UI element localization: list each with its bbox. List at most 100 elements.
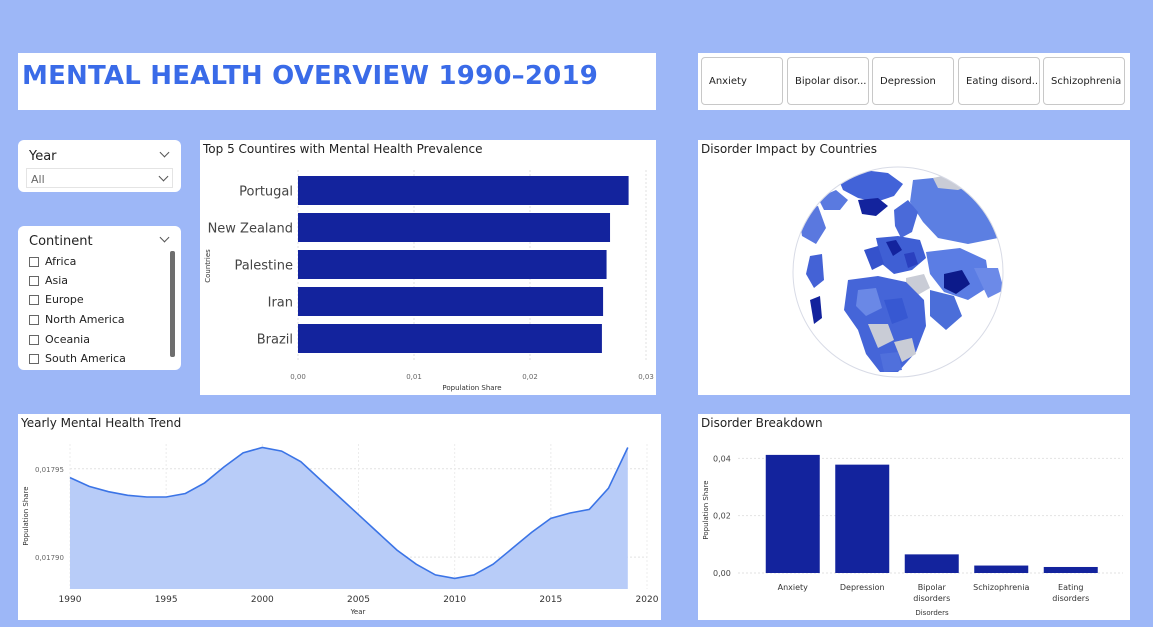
category-label: Palestine <box>234 259 293 274</box>
continent-slicer: Continent Africa Asia Europe North Ameri… <box>18 226 181 370</box>
y-axis-label: Population Share <box>22 486 30 545</box>
map-region[interactable] <box>818 190 848 210</box>
category-label: Schizophrenia <box>973 583 1029 592</box>
breakdown-chart-title: Disorder Breakdown <box>701 416 823 430</box>
bar[interactable] <box>835 464 890 573</box>
continent-option-label: Europe <box>45 293 84 306</box>
x-tick-label: 1995 <box>155 595 178 605</box>
x-tick-label: 1990 <box>59 595 82 605</box>
map-region[interactable] <box>904 252 918 268</box>
category-label: Portugal <box>239 185 293 200</box>
map-region[interactable] <box>876 236 926 274</box>
chevron-down-icon <box>158 171 169 182</box>
y-tick-label: 0,02 <box>713 512 731 521</box>
continent-option-label: Oceania <box>45 333 90 346</box>
checkbox[interactable] <box>29 334 39 345</box>
disorder-button-schizophrenia[interactable]: Schizophrenia <box>1043 57 1125 105</box>
disorder-button-depression[interactable]: Depression <box>872 57 954 105</box>
bar[interactable] <box>298 213 611 242</box>
bar[interactable] <box>298 287 604 316</box>
x-tick-label: 0,03 <box>638 373 654 381</box>
breakdown-bar-chart: 0,00 0,02 0,04 Anxiety Depression Bipolar diso… <box>702 454 1123 617</box>
continent-option-oceania[interactable]: Oceania <box>29 333 90 346</box>
checkbox[interactable] <box>29 353 39 364</box>
continent-option-north-america[interactable]: North America <box>29 313 125 326</box>
continent-option-south-america[interactable]: South America <box>29 352 126 365</box>
year-slicer: Year All <box>18 140 181 192</box>
chevron-down-icon[interactable] <box>159 147 170 158</box>
map-region[interactable] <box>930 290 962 330</box>
bar[interactable] <box>974 565 1029 573</box>
checkbox[interactable] <box>29 314 39 325</box>
map-region[interactable] <box>856 288 882 316</box>
continent-option-africa[interactable]: Africa <box>29 255 76 268</box>
category-label: Bipolar disorders <box>913 583 950 603</box>
map-region[interactable] <box>838 170 903 202</box>
year-dropdown[interactable]: All <box>26 168 173 188</box>
map-region[interactable] <box>864 246 884 270</box>
continent-option-label: Asia <box>45 274 69 287</box>
series-line[interactable] <box>69 446 629 580</box>
map-region[interactable] <box>868 324 894 348</box>
disorder-slicer: Anxiety Bipolar disor... Depression Eati… <box>698 53 1130 110</box>
map-region[interactable] <box>880 352 902 372</box>
map-region[interactable] <box>806 254 824 288</box>
map-region[interactable] <box>858 198 888 216</box>
map-region[interactable] <box>886 240 902 256</box>
disorder-button-anxiety[interactable]: Anxiety <box>701 57 783 105</box>
y-tick-label: 0,01790 <box>35 554 64 562</box>
area-fill <box>70 447 628 589</box>
bar[interactable] <box>904 554 959 573</box>
bar[interactable] <box>298 176 629 205</box>
trend-chart-card: Yearly Mental Health Trend 0,01795 0,0179… <box>18 414 661 620</box>
impact-map-card: Disorder Impact by Countries <box>698 140 1130 395</box>
disorder-button-eating[interactable]: Eating disord... <box>958 57 1040 105</box>
title-card: MENTAL HEALTH OVERVIEW 1990–2019 <box>18 53 656 110</box>
top5-chart-card: Top 5 Countires with Mental Health Preva… <box>200 140 656 395</box>
y-axis-label: Countries <box>204 249 212 283</box>
x-tick-label: 2005 <box>347 595 370 605</box>
continent-option-label: South America <box>45 352 126 365</box>
bar[interactable] <box>298 250 607 279</box>
map-region[interactable] <box>894 338 916 362</box>
bar[interactable] <box>765 454 820 573</box>
x-tick-label: 2000 <box>251 595 274 605</box>
year-slicer-label: Year <box>29 149 57 164</box>
impact-map-title: Disorder Impact by Countries <box>701 142 878 156</box>
continent-option-europe[interactable]: Europe <box>29 293 84 306</box>
continent-slicer-label: Continent <box>29 234 93 249</box>
x-axis-label: Population Share <box>442 384 501 392</box>
bar[interactable] <box>298 324 602 353</box>
map-region[interactable] <box>894 200 918 238</box>
x-tick-label: 2010 <box>443 595 466 605</box>
bar[interactable] <box>1043 566 1098 573</box>
trend-chart-title: Yearly Mental Health Trend <box>21 416 182 430</box>
scrollbar[interactable] <box>170 251 175 357</box>
x-tick-label: 2015 <box>539 595 562 605</box>
map-region[interactable] <box>810 296 822 324</box>
chevron-down-icon[interactable] <box>159 232 170 243</box>
trend-area-chart: 0,01795 0,01790 1990 1995 2000 2005 2010 2015 20… <box>22 444 659 616</box>
page-title: MENTAL HEALTH OVERVIEW 1990–2019 <box>22 61 599 91</box>
category-label: Eating disorders <box>1052 583 1089 603</box>
y-tick-label: 0,01795 <box>35 466 64 474</box>
x-tick-label: 2020 <box>636 595 659 605</box>
checkbox[interactable] <box>29 275 39 286</box>
map-region[interactable] <box>974 268 1004 298</box>
checkbox[interactable] <box>29 256 39 267</box>
checkbox[interactable] <box>29 294 39 305</box>
map-region[interactable] <box>944 270 970 294</box>
x-tick-label: 0,00 <box>290 373 306 381</box>
top5-bar-chart: 0,00 0,01 0,02 0,03 Portugal New Zealand Pales… <box>204 170 654 392</box>
x-axis-label: Year <box>350 608 366 616</box>
year-dropdown-value: All <box>31 173 45 186</box>
map-region[interactable] <box>933 172 978 190</box>
category-label: Anxiety <box>778 583 809 592</box>
globe-map[interactable] <box>698 140 1130 395</box>
disorder-button-bipolar[interactable]: Bipolar disor... <box>787 57 869 105</box>
x-axis-label: Disorders <box>915 609 949 617</box>
continent-option-label: Africa <box>45 255 77 268</box>
continent-option-asia[interactable]: Asia <box>29 274 68 287</box>
map-region[interactable] <box>884 298 908 324</box>
globe-outline <box>792 166 1004 378</box>
